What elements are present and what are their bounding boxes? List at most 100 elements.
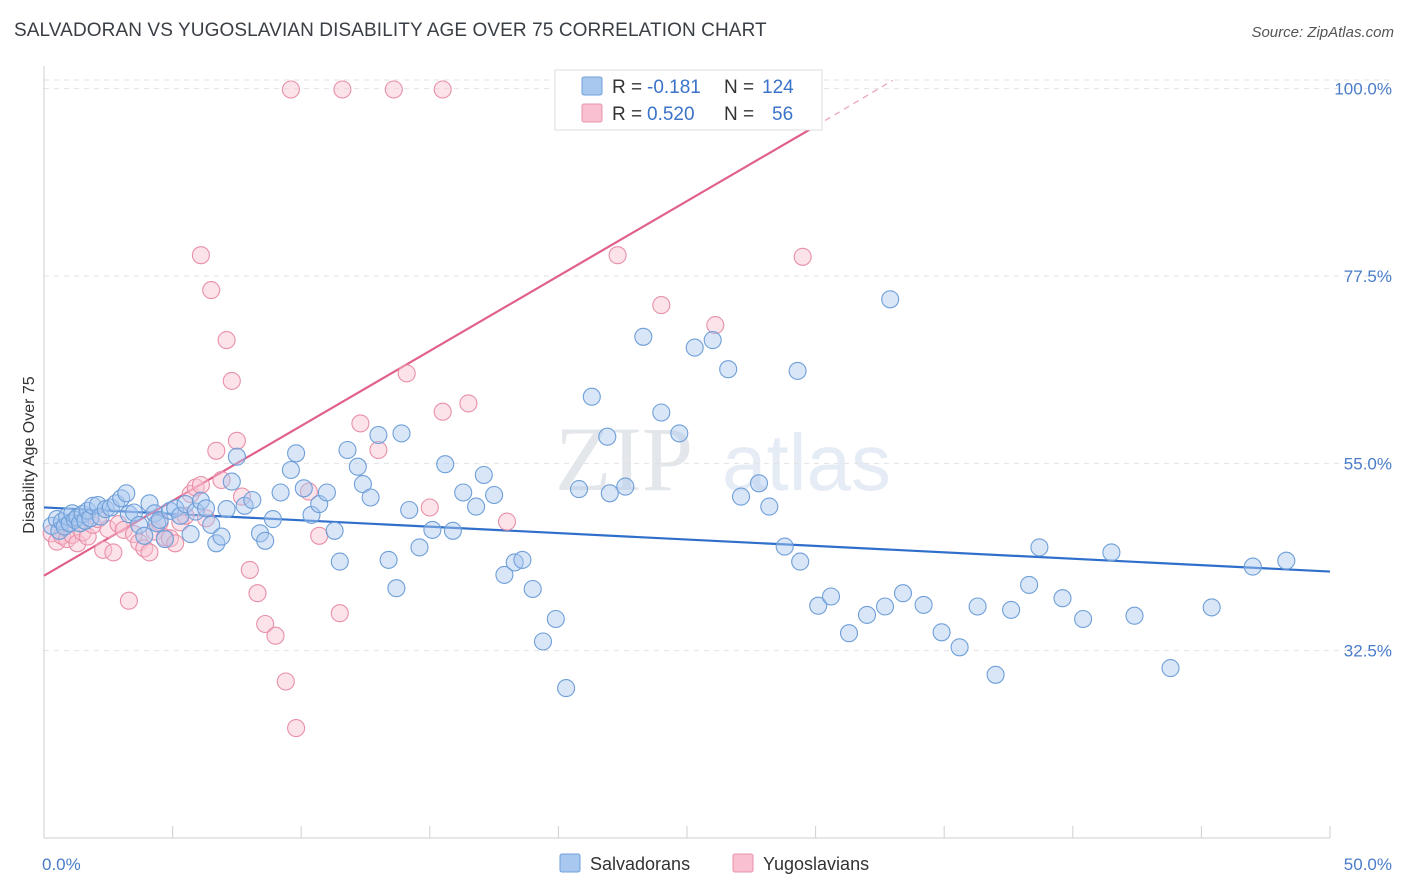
bottom-legend-swatch-yugoslavians — [732, 853, 754, 873]
point-yugoslavians-29 — [191, 475, 210, 495]
point-salvadorans-36 — [181, 525, 200, 544]
point-salvadorans-50 — [263, 510, 282, 529]
point-salvadorans-92 — [719, 360, 738, 379]
point-salvadorans-97 — [791, 552, 810, 571]
point-salvadorans-72 — [454, 483, 473, 502]
point-salvadorans-98 — [809, 596, 828, 615]
x-tick-label-min: 0.0% — [42, 855, 81, 874]
point-salvadorans-61 — [348, 457, 367, 476]
point-salvadorans-22 — [117, 484, 136, 503]
point-yugoslavians-35 — [222, 371, 241, 390]
point-salvadorans-115 — [1125, 606, 1144, 625]
point-yugoslavians-31 — [202, 281, 221, 300]
point-salvadorans-107 — [968, 597, 987, 616]
legend-swatch-yugoslavians — [581, 103, 603, 123]
point-salvadorans-95 — [760, 497, 779, 516]
point-salvadorans-47 — [243, 490, 262, 510]
point-yugoslavians-44 — [299, 482, 318, 501]
point-salvadorans-121 — [598, 427, 617, 446]
point-salvadorans-62 — [353, 475, 372, 494]
point-salvadorans-49 — [256, 531, 275, 550]
series-legend: Salvadorans Yugoslavians — [559, 853, 869, 874]
point-yugoslavians-50 — [420, 498, 439, 517]
point-salvadorans-78 — [513, 550, 532, 569]
legend-r-value-2: 0.520 — [647, 104, 695, 125]
point-yugoslavians-59 — [384, 80, 403, 99]
point-salvadorans-99 — [821, 587, 841, 606]
point-salvadorans-108 — [986, 665, 1005, 684]
bottom-legend-label-salvadorans: Salvadorans — [590, 854, 690, 874]
y-tick-labels: 100.0% 77.5% 55.0% 32.5% — [1334, 80, 1392, 661]
point-salvadorans-59 — [330, 552, 349, 571]
point-salvadorans-74 — [474, 465, 493, 485]
point-salvadorans-68 — [410, 538, 429, 557]
point-salvadorans-32 — [160, 501, 180, 520]
point-salvadorans-109 — [1002, 600, 1021, 619]
point-yugoslavians-46 — [330, 604, 349, 623]
point-salvadorans-100 — [839, 624, 859, 643]
point-salvadorans-58 — [325, 521, 344, 540]
point-salvadorans-118 — [1243, 557, 1262, 576]
legend-n-label-1: N = — [724, 77, 754, 98]
point-salvadorans-73 — [467, 497, 486, 516]
point-salvadorans-103 — [893, 584, 913, 603]
point-yugoslavians-51 — [433, 402, 452, 421]
point-yugoslavians-48 — [369, 440, 388, 460]
point-yugoslavians-57 — [281, 80, 300, 99]
point-salvadorans-37 — [186, 502, 205, 521]
point-salvadorans-116 — [1161, 659, 1180, 678]
point-salvadorans-123 — [881, 290, 900, 309]
point-yugoslavians-41 — [266, 626, 285, 645]
bottom-legend-swatch-salvadorans — [559, 853, 581, 873]
point-yugoslavians-55 — [793, 247, 812, 266]
point-salvadorans-120 — [392, 424, 411, 443]
point-salvadorans-106 — [950, 638, 969, 657]
y-axis-label: Disability Age Over 75 — [21, 376, 38, 534]
point-salvadorans-54 — [294, 479, 313, 498]
point-yugoslavians-5 — [68, 534, 87, 553]
point-salvadorans-70 — [436, 455, 455, 474]
point-yugoslavians-15 — [119, 591, 138, 610]
point-yugoslavians-56 — [191, 246, 210, 265]
point-salvadorans-51 — [271, 483, 290, 502]
point-salvadorans-40 — [202, 515, 221, 534]
point-salvadorans-42 — [212, 527, 231, 546]
point-salvadorans-83 — [569, 480, 589, 499]
point-salvadorans-67 — [400, 500, 419, 520]
point-yugoslavians-32 — [207, 441, 226, 460]
point-salvadorans-65 — [379, 550, 398, 569]
point-salvadorans-35 — [176, 495, 195, 514]
point-salvadorans-93 — [731, 487, 751, 506]
axes — [43, 66, 1331, 839]
legend-n-value-1: 124 — [762, 77, 794, 98]
point-yugoslavians-52 — [459, 394, 478, 413]
point-salvadorans-53 — [287, 444, 306, 463]
data-points — [42, 80, 1296, 738]
point-salvadorans-29 — [148, 514, 167, 533]
watermark-zip: ZIP — [555, 408, 693, 510]
point-salvadorans-104 — [914, 595, 933, 614]
point-salvadorans-63 — [361, 488, 380, 507]
point-yugoslavians-7 — [78, 527, 97, 546]
point-salvadorans-122 — [788, 361, 807, 380]
point-yugoslavians-49 — [397, 364, 416, 383]
point-salvadorans-111 — [1030, 538, 1049, 557]
chart-source: Source: ZipAtlas.com — [1251, 24, 1394, 41]
point-yugoslavians-54 — [706, 316, 725, 335]
point-yugoslavians-43 — [287, 719, 306, 738]
correlation-legend: R = -0.181 N = 124 R = 0.520 N = 56 — [554, 69, 823, 131]
point-salvadorans-85 — [600, 484, 619, 503]
point-salvadorans-26 — [135, 526, 154, 545]
point-yugoslavians-62 — [608, 246, 627, 265]
point-salvadorans-76 — [495, 565, 514, 584]
point-salvadorans-96 — [775, 537, 794, 556]
legend-n-label-2: N = — [724, 104, 754, 125]
point-salvadorans-69 — [423, 520, 442, 539]
point-salvadorans-57 — [317, 483, 336, 502]
point-yugoslavians-40 — [256, 614, 275, 634]
point-salvadorans-81 — [546, 609, 565, 629]
point-yugoslavians-60 — [433, 80, 452, 99]
point-yugoslavians-53 — [497, 512, 517, 531]
point-yugoslavians-47 — [351, 414, 370, 433]
trend-lines — [43, 79, 1331, 577]
